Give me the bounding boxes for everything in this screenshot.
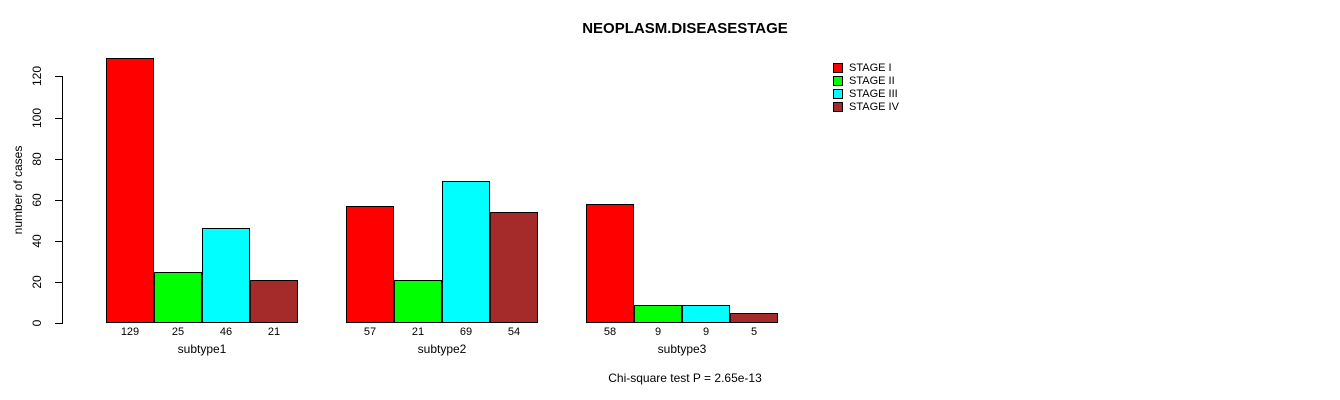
y-axis-label: number of cases bbox=[11, 145, 25, 235]
legend-swatch-stage-iv bbox=[833, 102, 843, 112]
bar-stage-iii-subtype3 bbox=[682, 305, 730, 323]
legend-swatch-stage-ii bbox=[833, 76, 843, 86]
bar-value-label: 9 bbox=[654, 326, 662, 338]
category-label: subtype3 bbox=[657, 342, 707, 356]
legend-swatch-stage-i bbox=[833, 63, 843, 73]
legend-label: STAGE I bbox=[849, 62, 892, 74]
category-label: subtype1 bbox=[177, 342, 227, 356]
y-axis-tick-label: 80 bbox=[30, 151, 44, 166]
chi-square-note: Chi-square test P = 2.65e-13 bbox=[608, 371, 762, 385]
y-axis-tick bbox=[55, 323, 62, 324]
y-axis-tick bbox=[55, 199, 62, 201]
bar-stage-ii-subtype3 bbox=[634, 305, 682, 323]
y-axis-tick-label: 20 bbox=[30, 275, 44, 289]
bar-stage-ii-subtype2 bbox=[394, 280, 442, 323]
y-axis-tick bbox=[55, 281, 62, 283]
y-axis-tick bbox=[55, 158, 62, 160]
legend-label: STAGE IV bbox=[849, 101, 899, 113]
bar-stage-iii-subtype2 bbox=[442, 181, 490, 323]
legend-swatch-stage-iii bbox=[833, 89, 843, 99]
bar-value-label: 21 bbox=[267, 326, 281, 338]
bar-stage-i-subtype2 bbox=[346, 206, 394, 323]
bar-stage-iv-subtype2 bbox=[490, 212, 538, 323]
bar-stage-i-subtype1 bbox=[106, 58, 154, 323]
y-axis-tick bbox=[55, 76, 62, 78]
category-label: subtype2 bbox=[417, 342, 467, 356]
chart-title: NEOPLASM.DISEASESTAGE bbox=[582, 20, 788, 37]
y-axis-tick-label: 100 bbox=[30, 107, 44, 128]
bar-stage-i-subtype3 bbox=[586, 204, 634, 323]
bar-stage-ii-subtype1 bbox=[154, 272, 202, 323]
y-axis-line bbox=[62, 76, 63, 324]
legend-label: STAGE III bbox=[849, 88, 898, 100]
bar-value-label: 21 bbox=[411, 326, 425, 338]
bar-stage-iv-subtype3 bbox=[730, 313, 778, 323]
bar-value-label: 5 bbox=[750, 326, 758, 338]
bar-value-label: 9 bbox=[702, 326, 710, 338]
y-axis-tick bbox=[55, 117, 62, 119]
y-axis-tick-label: 120 bbox=[30, 66, 44, 87]
bar-value-label: 58 bbox=[603, 326, 617, 338]
y-axis-tick-label: 40 bbox=[30, 234, 44, 248]
bar-stage-iv-subtype1 bbox=[250, 280, 298, 323]
y-axis-tick-label: 0 bbox=[30, 319, 44, 327]
bar-value-label: 129 bbox=[120, 326, 140, 338]
legend-label: STAGE II bbox=[849, 75, 895, 87]
bar-value-label: 25 bbox=[171, 326, 185, 338]
bar-value-label: 46 bbox=[219, 326, 233, 338]
bar-value-label: 57 bbox=[363, 326, 377, 338]
bar-value-label: 69 bbox=[459, 326, 473, 338]
y-axis-tick-label: 60 bbox=[30, 193, 44, 207]
bar-stage-iii-subtype1 bbox=[202, 228, 250, 323]
bar-value-label: 54 bbox=[507, 326, 521, 338]
y-axis-tick bbox=[55, 240, 62, 242]
